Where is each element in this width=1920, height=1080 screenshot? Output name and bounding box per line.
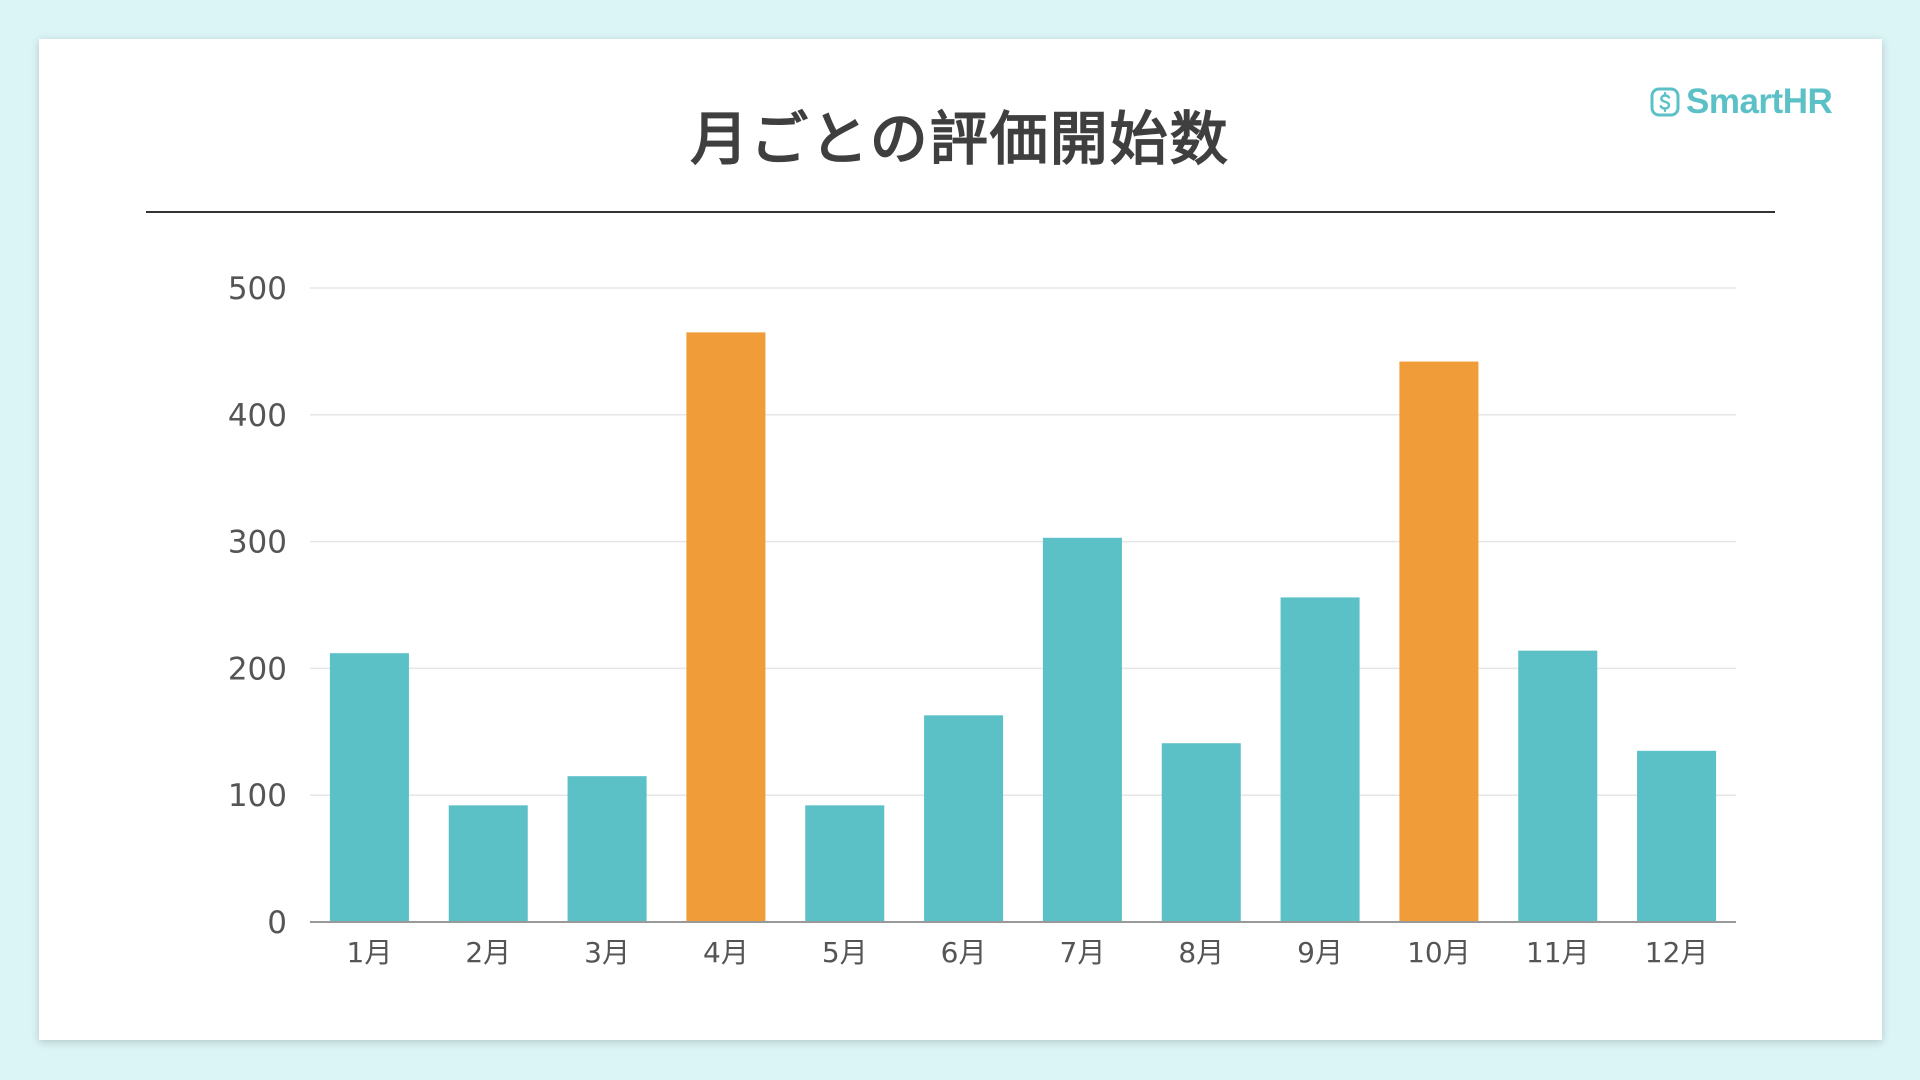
bars bbox=[329, 332, 1717, 922]
bar-11 bbox=[1518, 650, 1598, 922]
bar-9 bbox=[1280, 597, 1360, 922]
y-tick-label: 300 bbox=[228, 525, 287, 561]
bar-6 bbox=[924, 715, 1004, 922]
bar-5 bbox=[805, 805, 885, 922]
y-tick-label: 100 bbox=[228, 778, 287, 814]
bar-8 bbox=[1161, 743, 1241, 922]
title-divider bbox=[146, 211, 1775, 213]
y-axis-ticks: 0 100 200 300 400 500 bbox=[228, 271, 287, 941]
x-tick-label: 2月 bbox=[465, 936, 511, 969]
x-tick-label: 12月 bbox=[1645, 936, 1709, 969]
x-tick-label: 8月 bbox=[1178, 936, 1224, 969]
bar-10 bbox=[1399, 361, 1479, 922]
x-tick-label: 5月 bbox=[822, 936, 868, 969]
y-tick-label: 0 bbox=[267, 905, 287, 941]
smarthr-logo-icon bbox=[1650, 87, 1680, 117]
x-axis-ticks: 1月 2月 3月 4月 5月 6月 7月 8月 9月 10月 11月 12月 bbox=[347, 936, 1709, 969]
bar-12 bbox=[1637, 750, 1717, 922]
bar-3 bbox=[567, 776, 647, 922]
x-tick-label: 4月 bbox=[703, 936, 749, 969]
chart-title: 月ごとの評価開始数 bbox=[690, 105, 1230, 173]
x-tick-label: 7月 bbox=[1060, 936, 1106, 969]
x-tick-label: 6月 bbox=[941, 936, 987, 969]
x-tick-label: 3月 bbox=[584, 936, 630, 969]
bar-2 bbox=[448, 805, 528, 922]
grid-lines bbox=[310, 287, 1736, 796]
x-tick-label: 10月 bbox=[1407, 936, 1471, 969]
x-tick-label: 1月 bbox=[347, 936, 393, 969]
logo-text: SmartHR bbox=[1686, 82, 1833, 121]
bar-1 bbox=[329, 653, 409, 922]
x-tick-label: 9月 bbox=[1297, 936, 1343, 969]
y-tick-label: 500 bbox=[228, 271, 287, 307]
bar-7 bbox=[1042, 537, 1122, 922]
smarthr-logo: SmartHR bbox=[1650, 82, 1833, 122]
bar-4 bbox=[686, 332, 766, 922]
y-tick-label: 400 bbox=[228, 398, 287, 434]
y-tick-label: 200 bbox=[228, 651, 287, 687]
x-tick-label: 11月 bbox=[1526, 936, 1590, 969]
